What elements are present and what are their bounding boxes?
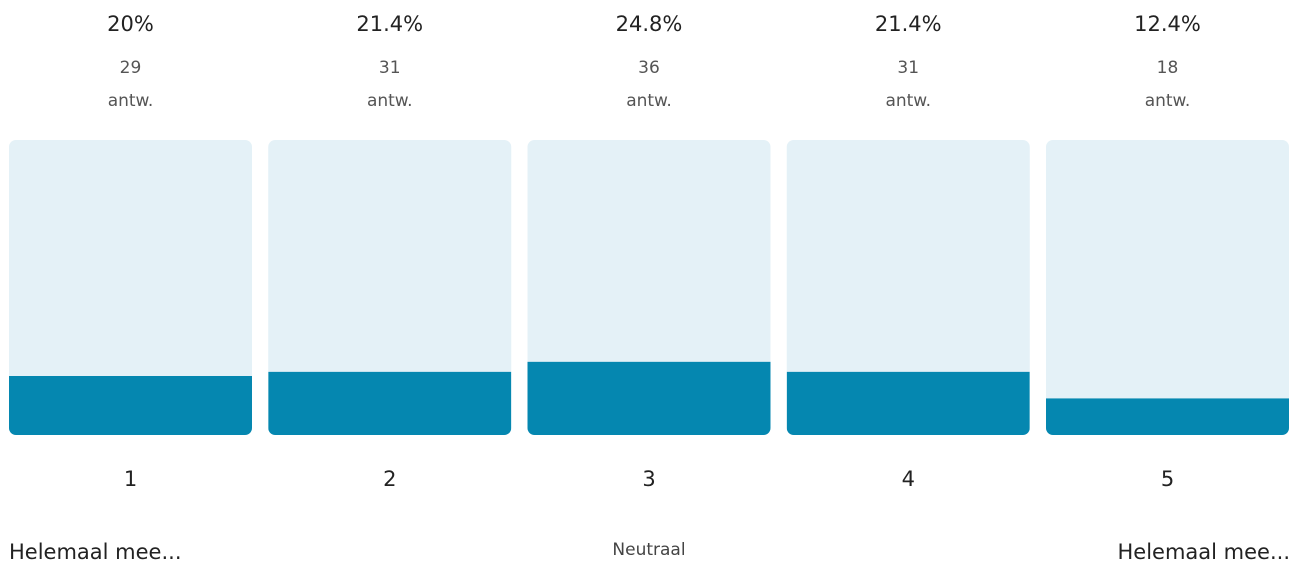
- value-label: 20%: [107, 12, 154, 36]
- bar-track: [268, 140, 512, 435]
- count-label: 31: [897, 58, 919, 78]
- count-unit: antw.: [108, 91, 154, 111]
- count-label: 18: [1157, 58, 1179, 78]
- bar-track: [1046, 140, 1289, 435]
- count-unit: antw.: [626, 91, 672, 111]
- count-label: 36: [638, 58, 660, 78]
- count-unit: antw.: [1145, 91, 1191, 111]
- x-tick-label: 2: [383, 467, 396, 491]
- x-tick-label: 4: [902, 467, 915, 491]
- bar-track: [9, 140, 252, 435]
- bar: [1046, 398, 1289, 435]
- bar: [786, 371, 1030, 435]
- bar-track: [527, 140, 771, 435]
- bar: [527, 361, 771, 435]
- bar: [9, 376, 252, 435]
- scale-label-mid: Neutraal: [612, 540, 685, 560]
- bar-track: [786, 140, 1030, 435]
- count-unit: antw.: [367, 91, 413, 111]
- value-label: 21.4%: [356, 12, 423, 36]
- scale-label-left: Helemaal mee...: [9, 540, 182, 564]
- value-label: 21.4%: [875, 12, 942, 36]
- value-label: 12.4%: [1134, 12, 1201, 36]
- count-unit: antw.: [885, 91, 931, 111]
- x-tick-label: 5: [1161, 467, 1174, 491]
- count-label: 31: [379, 58, 401, 78]
- x-tick-label: 1: [124, 467, 137, 491]
- x-tick-label: 3: [642, 467, 655, 491]
- count-label: 29: [120, 58, 142, 78]
- value-label: 24.8%: [616, 12, 683, 36]
- bar: [268, 371, 512, 435]
- scale-label-right: Helemaal mee...: [1118, 540, 1291, 564]
